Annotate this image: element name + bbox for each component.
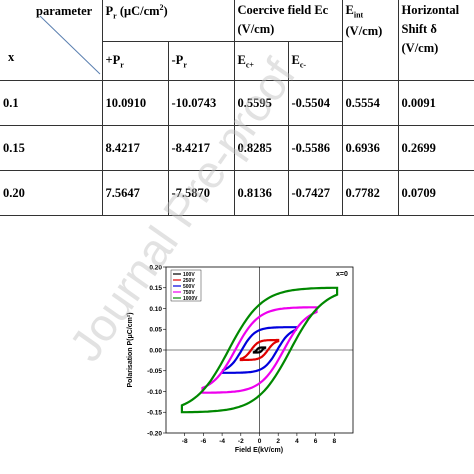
legend-label: 1000V	[183, 296, 198, 302]
y-tick-label: 0.20	[149, 264, 162, 271]
zero-axes	[166, 267, 353, 433]
legend-label: 750V	[183, 290, 195, 296]
legend-label: 500V	[183, 284, 195, 290]
y-tick-label: 0.15	[149, 285, 162, 292]
header-coercive-field: Coercive field Ec (V/cm)	[233, 0, 342, 42]
cell-pr-minus: -7.5870	[167, 170, 234, 216]
x-tick-label: 8	[332, 438, 336, 445]
cell-shift: 0.2699	[397, 125, 474, 171]
y-tick-label: -0.05	[147, 368, 162, 375]
x-tick-label: -6	[201, 438, 207, 445]
hysteresis-loops	[180, 286, 339, 414]
axis-ticks: -8 -6 -4 -2 0 2 4 6 8 -0.20 -0.15 -0.10 -0.05 0.00 0.0…	[147, 264, 336, 445]
header-pr-plus: +Pr	[101, 41, 168, 81]
cell-pr-plus: 8.4217	[101, 125, 168, 171]
cell-pr-minus: -10.0743	[167, 80, 234, 126]
cell-x: 0.20	[0, 170, 102, 216]
legend-label: 250V	[183, 278, 195, 284]
cell-pr-plus: 7.5647	[101, 170, 168, 216]
loop-500V	[221, 326, 298, 374]
cell-ec-minus: -0.5586	[287, 125, 342, 171]
table-row: 0.1 10.0910 -10.0743 0.5595 -0.5504 0.55…	[0, 80, 474, 126]
header-ec-plus: Ec+	[233, 41, 288, 81]
y-tick-label: -0.10	[147, 389, 162, 396]
header-ec-minus: Ec-	[287, 41, 342, 81]
loop-100V	[252, 346, 267, 354]
y-axis-label: Polarisation P(μC/cm²)	[127, 312, 134, 387]
header-parameter: parameter	[36, 4, 93, 18]
x-tick-label: 4	[295, 438, 299, 445]
y-tick-label: -0.20	[147, 430, 162, 437]
cell-ec-plus: 0.8285	[233, 125, 288, 171]
header-pr: Pr (μC/cm2)	[101, 0, 234, 42]
cell-shift: 0.0091	[397, 80, 474, 126]
hysteresis-chart: -8 -6 -4 -2 0 2 4 6 8 -0.20 -0.15 -0.10 -0.05 0.00 0.0…	[127, 264, 354, 454]
diagonal-divider	[39, 15, 101, 75]
hysteresis-figure: -8 -6 -4 -2 0 2 4 6 8 -0.20 -0.15 -0.10 -0.05 0.00 0.0…	[0, 250, 474, 474]
x-axis-label: Field E(kV/cm)	[235, 447, 283, 454]
x-tick-label: 0	[258, 438, 262, 445]
cell-ec-plus: 0.8136	[233, 170, 288, 216]
y-tick-label: -0.15	[147, 410, 162, 417]
table-row: 0.20 7.5647 -7.5870 0.8136 -0.7427 0.778…	[0, 170, 474, 216]
loop-1000V	[180, 286, 339, 414]
loop-750V	[201, 306, 318, 394]
cell-shift: 0.0709	[397, 170, 474, 216]
header-horizontal-shift: Horizontal Shift δ (V/cm)	[397, 0, 474, 81]
cell-eint: 0.7782	[341, 170, 398, 216]
x-tick-label: -2	[238, 438, 244, 445]
cell-pr-plus: 10.0910	[101, 80, 168, 126]
y-tick-label: 0.10	[149, 306, 162, 313]
x-tick-label: -8	[182, 438, 188, 445]
composition-annotation: x=0	[336, 271, 348, 278]
header-x: x	[8, 50, 15, 64]
cell-eint: 0.6936	[341, 125, 398, 171]
cell-pr-minus: -8.4217	[167, 125, 234, 171]
y-tick-label: 0.05	[149, 327, 162, 334]
x-tick-label: 6	[314, 438, 318, 445]
header-diagonal-cell: parameter x	[0, 0, 102, 81]
legend-label: 100V	[183, 272, 195, 278]
x-tick-label: 2	[276, 438, 280, 445]
cell-ec-minus: -0.7427	[287, 170, 342, 216]
parameter-table: parameter x Pr (μC/cm2) Coercive field E…	[0, 0, 474, 216]
y-tick-label: 0.00	[149, 347, 162, 354]
cell-x: 0.15	[0, 125, 102, 171]
table-row: 0.15 8.4217 -8.4217 0.8285 -0.5586 0.693…	[0, 125, 474, 171]
cell-ec-minus: -0.5504	[287, 80, 342, 126]
header-eint: Eint (V/cm)	[341, 0, 398, 81]
header-pr-minus: -Pr	[167, 41, 234, 81]
x-tick-label: -4	[219, 438, 225, 445]
cell-x: 0.1	[0, 80, 102, 126]
cell-eint: 0.5554	[341, 80, 398, 126]
cell-ec-plus: 0.5595	[233, 80, 288, 126]
loop-250V	[239, 338, 280, 362]
